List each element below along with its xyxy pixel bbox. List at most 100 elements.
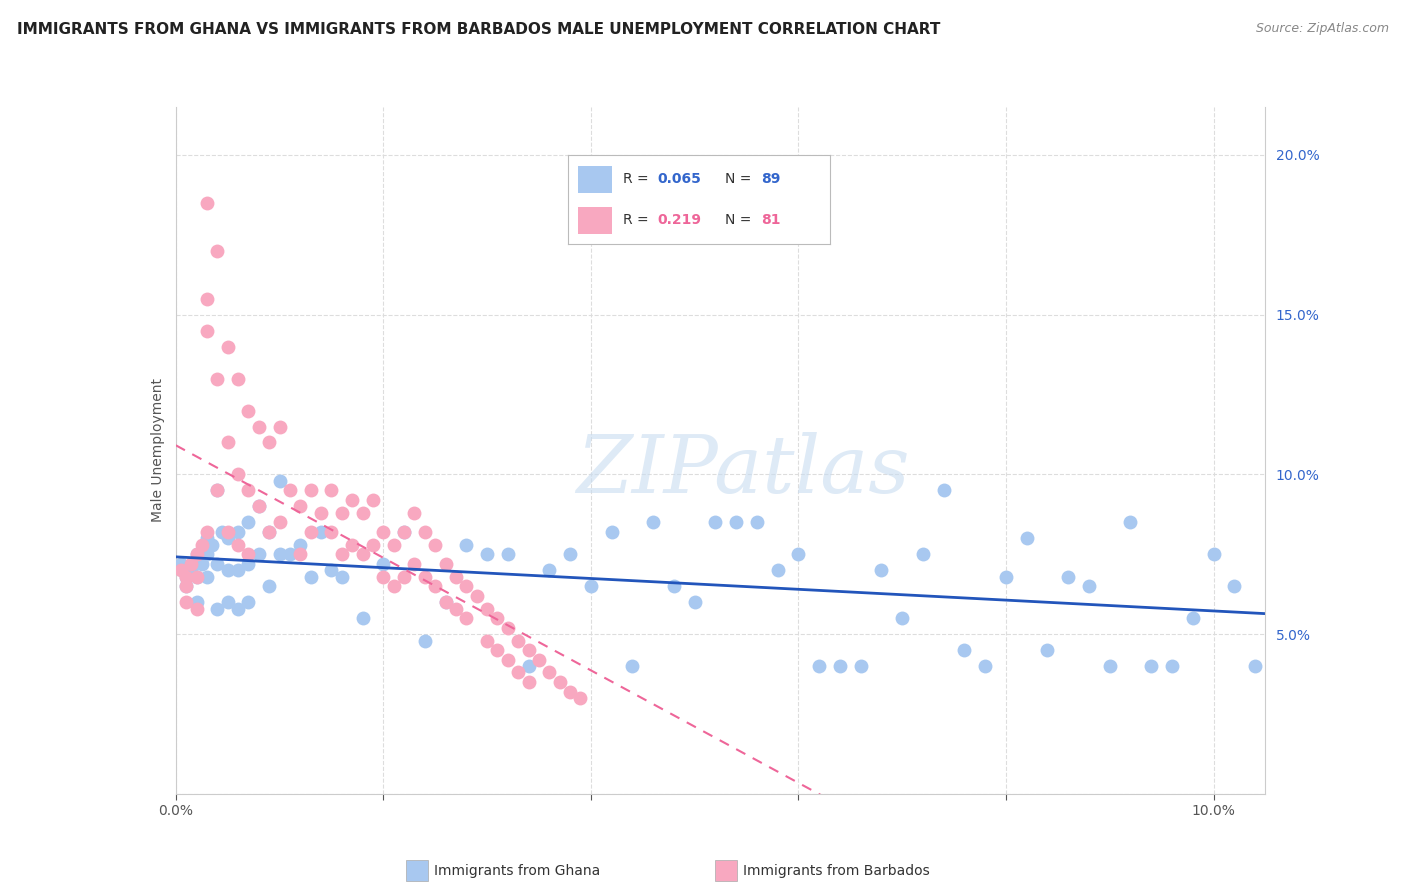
Point xyxy=(382,579,405,593)
Point xyxy=(870,563,893,577)
Point xyxy=(745,516,768,530)
Point xyxy=(569,691,592,706)
Text: N =: N = xyxy=(725,213,751,227)
Point xyxy=(321,483,343,498)
Point xyxy=(828,659,851,673)
Point xyxy=(238,547,260,561)
Text: Immigrants from Ghana: Immigrants from Ghana xyxy=(434,863,600,878)
Point xyxy=(891,611,914,625)
Point xyxy=(174,569,197,583)
Point xyxy=(340,493,363,508)
Point xyxy=(465,589,488,603)
Point xyxy=(340,538,363,552)
Point xyxy=(413,633,436,648)
Point xyxy=(174,569,197,583)
Point xyxy=(413,524,436,539)
Point xyxy=(186,547,208,561)
Point xyxy=(207,244,229,258)
Point xyxy=(508,665,530,680)
Point xyxy=(217,563,239,577)
Point xyxy=(475,601,498,615)
Point xyxy=(186,569,208,583)
Point xyxy=(278,547,301,561)
Point xyxy=(1181,611,1204,625)
Point xyxy=(186,569,208,583)
Point xyxy=(434,595,457,609)
Point xyxy=(299,524,322,539)
Point xyxy=(434,595,457,609)
Text: ZIPatlas: ZIPatlas xyxy=(575,433,910,510)
Point xyxy=(538,563,561,577)
Point xyxy=(444,569,467,583)
Point xyxy=(290,547,312,561)
Point xyxy=(309,506,332,520)
Point xyxy=(211,524,233,539)
Text: Source: ZipAtlas.com: Source: ZipAtlas.com xyxy=(1256,22,1389,36)
Text: 0.219: 0.219 xyxy=(657,213,702,227)
Point xyxy=(217,531,239,545)
Point xyxy=(1244,659,1267,673)
Point xyxy=(548,675,571,690)
Point xyxy=(352,506,374,520)
Point xyxy=(352,611,374,625)
Point xyxy=(299,483,322,498)
Point xyxy=(290,538,312,552)
Point xyxy=(195,524,218,539)
Point xyxy=(1389,659,1406,673)
Point xyxy=(404,506,426,520)
Point xyxy=(517,675,540,690)
Point xyxy=(425,579,447,593)
Point xyxy=(1057,569,1080,583)
Text: N =: N = xyxy=(725,172,751,186)
Point xyxy=(1098,659,1121,673)
Point xyxy=(190,538,212,552)
Text: R =: R = xyxy=(623,213,648,227)
Point xyxy=(1368,611,1391,625)
Point xyxy=(226,371,249,385)
Point xyxy=(269,547,291,561)
Point xyxy=(238,403,260,417)
Point xyxy=(725,516,748,530)
Point xyxy=(766,563,789,577)
Point xyxy=(201,538,224,552)
Point xyxy=(226,467,249,482)
Point xyxy=(321,563,343,577)
Point xyxy=(217,435,239,450)
Point xyxy=(330,547,353,561)
Point xyxy=(508,633,530,648)
Point xyxy=(257,524,280,539)
Point xyxy=(174,595,197,609)
Point xyxy=(174,579,197,593)
Point xyxy=(404,557,426,571)
Point xyxy=(207,371,229,385)
Point xyxy=(217,595,239,609)
Text: 89: 89 xyxy=(762,172,780,186)
Point xyxy=(269,419,291,434)
Point xyxy=(170,557,193,571)
Point xyxy=(1161,659,1184,673)
Point xyxy=(538,665,561,680)
Point xyxy=(392,524,415,539)
Point xyxy=(190,557,212,571)
Y-axis label: Male Unemployment: Male Unemployment xyxy=(150,378,165,523)
Point xyxy=(180,557,202,571)
Point xyxy=(247,500,270,514)
Point xyxy=(278,483,301,498)
Point xyxy=(456,611,478,625)
Point xyxy=(299,569,322,583)
Point xyxy=(808,659,831,673)
Point xyxy=(174,579,197,593)
Point xyxy=(195,569,218,583)
Point xyxy=(444,601,467,615)
FancyBboxPatch shape xyxy=(406,861,427,880)
Point xyxy=(226,601,249,615)
Point xyxy=(247,500,270,514)
Point xyxy=(257,524,280,539)
Point xyxy=(1202,547,1225,561)
Point xyxy=(207,557,229,571)
Point xyxy=(413,569,436,583)
Point xyxy=(382,538,405,552)
Point xyxy=(953,643,976,657)
Point xyxy=(195,547,218,561)
Point xyxy=(456,538,478,552)
